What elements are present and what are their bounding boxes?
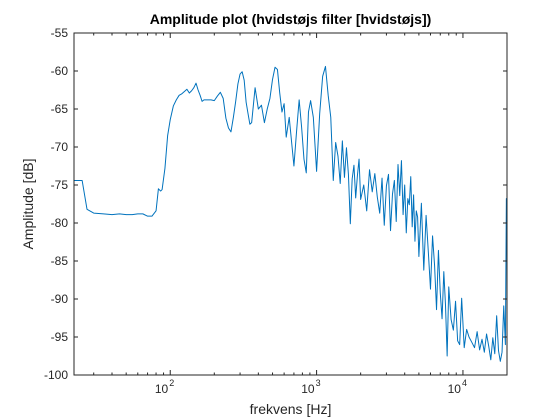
y-tick-label: -80 xyxy=(51,216,69,230)
x-tick-label-base: 10 xyxy=(301,382,315,396)
y-tick-label: -85 xyxy=(51,254,69,268)
y-tick-label: -60 xyxy=(51,64,69,78)
y-tick-label: -90 xyxy=(51,292,69,306)
y-tick-label: -100 xyxy=(44,368,68,382)
x-tick-label-exponent: 2 xyxy=(169,378,174,388)
x-axis-label: frekvens [Hz] xyxy=(250,401,332,417)
y-tick-label: -55 xyxy=(51,26,69,40)
x-tick-label-base: 10 xyxy=(448,382,462,396)
y-tick-label: -70 xyxy=(51,140,69,154)
y-tick-label: -95 xyxy=(51,330,69,344)
y-tick-label: -65 xyxy=(51,102,69,116)
x-tick-label-exponent: 4 xyxy=(462,378,467,388)
plot-area xyxy=(74,33,507,375)
chart-title: Amplitude plot (hvidstøjs filter [hvidst… xyxy=(150,11,432,27)
x-tick-label-exponent: 3 xyxy=(316,378,321,388)
x-tick-label-base: 10 xyxy=(155,382,169,396)
y-tick-label: -75 xyxy=(51,178,69,192)
y-axis-label: Amplitude [dB] xyxy=(20,158,36,249)
